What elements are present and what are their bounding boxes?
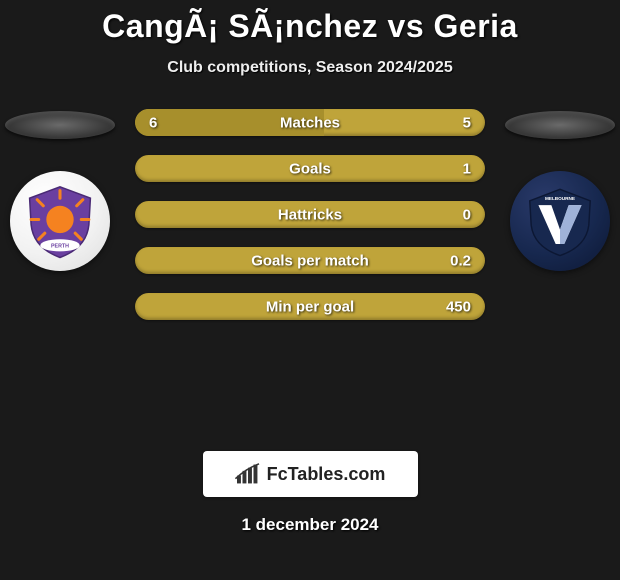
stat-right-value: 0.2 [450, 252, 471, 269]
brand-text: FcTables.com [267, 464, 386, 485]
melbourne-victory-icon: MELBOURNE [524, 185, 596, 257]
page-title: CangÃ¡ SÃ¡nchez vs Geria [0, 0, 620, 45]
svg-text:PERTH: PERTH [51, 244, 69, 250]
stat-bars: 6 Matches 5 Goals 1 Hattricks 0 Goals pe… [135, 109, 485, 320]
svg-text:MELBOURNE: MELBOURNE [545, 196, 575, 201]
stat-right-value: 0 [463, 206, 471, 223]
stat-label: Hattricks [135, 206, 485, 223]
club-badge-right: MELBOURNE [510, 171, 610, 271]
stat-bar-min-per-goal: Min per goal 450 [135, 293, 485, 320]
stat-right-value: 1 [463, 160, 471, 177]
player-left-placeholder [5, 111, 115, 139]
subtitle: Club competitions, Season 2024/2025 [0, 59, 620, 77]
player-right-placeholder [505, 111, 615, 139]
stat-label: Min per goal [135, 298, 485, 315]
bar-chart-icon [235, 463, 261, 485]
brand-box[interactable]: FcTables.com [203, 451, 418, 497]
stat-bar-goals: Goals 1 [135, 155, 485, 182]
left-column: PERTH [0, 99, 120, 271]
stat-label: Matches [135, 114, 485, 131]
comparison-panel: PERTH MELBOURNE 6 Matches 5 Goals 1 [0, 99, 620, 439]
stat-right-value: 450 [446, 298, 471, 315]
stat-label: Goals per match [135, 252, 485, 269]
stat-bar-hattricks: Hattricks 0 [135, 201, 485, 228]
right-column: MELBOURNE [500, 99, 620, 271]
club-badge-left: PERTH [10, 171, 110, 271]
stat-right-value: 5 [463, 114, 471, 131]
stat-bar-goals-per-match: Goals per match 0.2 [135, 247, 485, 274]
stat-label: Goals [135, 160, 485, 177]
date-label: 1 december 2024 [0, 515, 620, 535]
perth-glory-icon: PERTH [22, 183, 98, 259]
stat-bar-matches: 6 Matches 5 [135, 109, 485, 136]
